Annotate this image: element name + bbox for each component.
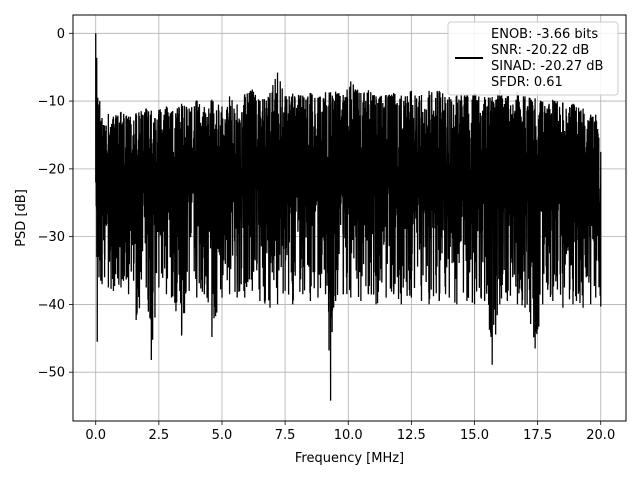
y-tick-label: −30	[38, 230, 65, 245]
x-tick-label: 10.0	[334, 428, 363, 443]
legend-line-snr: SNR: -20.22 dB	[491, 43, 589, 58]
legend: ENOB: -3.66 bits SNR: -20.22 dB SINAD: -…	[447, 21, 619, 96]
x-axis-label: Frequency [MHz]	[295, 451, 404, 466]
x-tick-label: 2.5	[149, 428, 170, 443]
x-tick-label: 15.0	[460, 428, 489, 443]
y-tick-label: −40	[38, 298, 65, 313]
legend-box	[447, 21, 619, 96]
legend-line-enob: ENOB: -3.66 bits	[491, 27, 598, 42]
x-tick-label: 17.5	[523, 428, 552, 443]
x-tick-label: 0.0	[85, 428, 106, 443]
x-tick-label: 12.5	[397, 428, 426, 443]
x-tick-label: 20.0	[586, 428, 615, 443]
x-tick-label: 5.0	[212, 428, 233, 443]
plot-frame	[72, 14, 627, 422]
x-axis-ticks: 0.0 2.5 5.0 7.5 10.0 12.5 15.0 17.5 20.0	[85, 421, 615, 443]
y-tick-label: −20	[38, 162, 65, 177]
legend-line-sfdr: SFDR: 0.61	[491, 75, 563, 90]
psd-line	[95, 33, 602, 401]
y-tick-label: 0	[57, 27, 65, 42]
y-axis-label: PSD [dB]	[14, 189, 29, 247]
x-tick-label: 7.5	[275, 428, 296, 443]
psd-series	[95, 33, 602, 401]
legend-line-sinad: SINAD: -20.27 dB	[491, 59, 603, 74]
y-tick-label: −50	[38, 366, 65, 381]
y-axis-ticks: 0 −10 −20 −30 −40 −50	[38, 27, 73, 381]
y-tick-label: −10	[38, 95, 65, 110]
